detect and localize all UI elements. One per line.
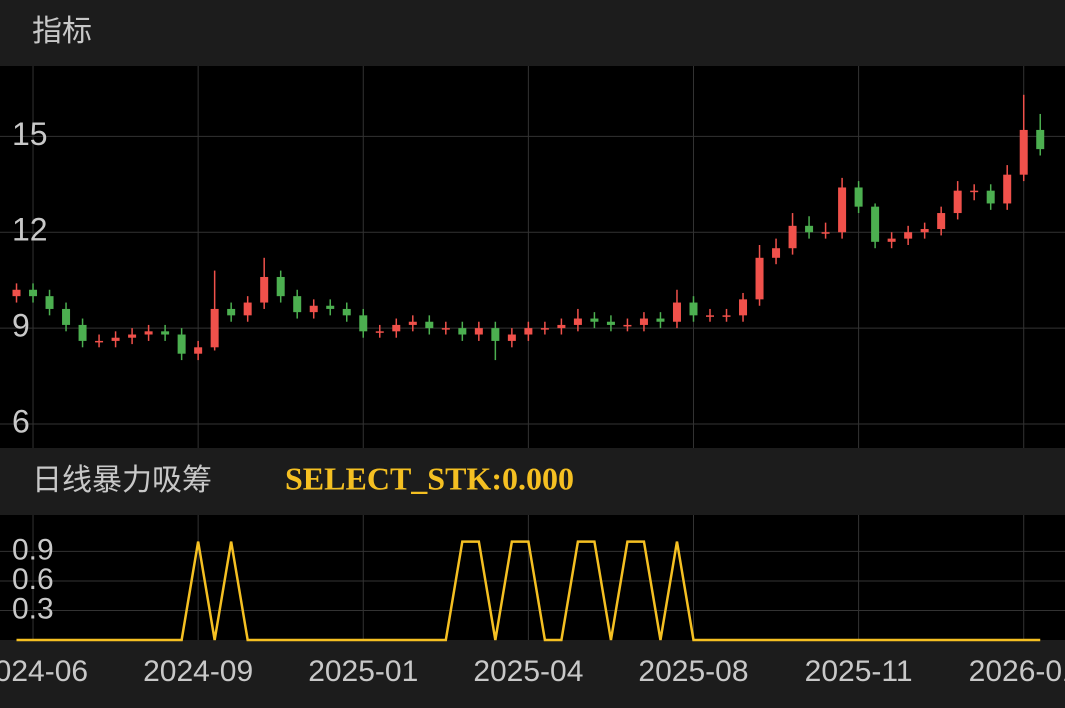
candle-body bbox=[739, 299, 748, 316]
candle-body bbox=[507, 334, 516, 341]
candle-body bbox=[342, 308, 351, 316]
signal-line bbox=[16, 540, 1041, 642]
candle-body bbox=[375, 331, 384, 333]
candle-body bbox=[458, 328, 467, 335]
candle-body bbox=[590, 318, 599, 322]
candle-body bbox=[441, 328, 450, 330]
candle-body bbox=[78, 324, 87, 341]
candle-body bbox=[557, 324, 566, 329]
candle-body bbox=[722, 315, 731, 317]
candle-body bbox=[243, 302, 252, 316]
candle-body bbox=[920, 229, 929, 233]
y-tick-label: 6 bbox=[12, 403, 30, 439]
header-bar bbox=[0, 0, 1065, 66]
y-tick-label: 15 bbox=[12, 116, 48, 152]
candle-body bbox=[111, 337, 120, 341]
candle-body bbox=[854, 187, 863, 207]
x-tick-label: 2024-09 bbox=[143, 655, 253, 688]
candle-body bbox=[805, 225, 814, 233]
candle-body bbox=[161, 331, 170, 335]
x-tick-label: 2026-01 bbox=[969, 655, 1065, 688]
indicator-bar bbox=[0, 448, 1065, 515]
candle-body bbox=[656, 318, 665, 322]
candle-body bbox=[326, 305, 335, 309]
candle-body bbox=[672, 302, 681, 322]
candle-body bbox=[904, 232, 913, 239]
candle-body bbox=[706, 315, 714, 317]
candle-body bbox=[772, 248, 781, 258]
candle-body bbox=[623, 324, 632, 327]
indicator-value: SELECT_STK:0.000 bbox=[285, 460, 574, 496]
candle-body bbox=[128, 334, 137, 338]
main-plot bbox=[0, 66, 1065, 448]
candle-body bbox=[540, 328, 549, 330]
y-tick-label: 0.3 bbox=[12, 592, 54, 625]
candle-body bbox=[491, 328, 500, 341]
x-axis-bar bbox=[0, 640, 1065, 708]
candle-body bbox=[1003, 174, 1012, 204]
candle-body bbox=[1019, 129, 1028, 175]
candle-body bbox=[309, 305, 318, 313]
candle-body bbox=[62, 308, 71, 325]
candle-body bbox=[953, 190, 962, 214]
candle-body bbox=[871, 206, 880, 242]
candle-body bbox=[29, 289, 38, 297]
candle-body bbox=[194, 347, 203, 354]
candle-body bbox=[12, 289, 21, 297]
panel-title: 指标 bbox=[32, 15, 92, 48]
candle-body bbox=[95, 340, 104, 343]
candle-body bbox=[821, 232, 830, 234]
candle-body bbox=[937, 213, 946, 230]
y-tick-label: 0.9 bbox=[12, 533, 54, 566]
candle-body bbox=[838, 187, 847, 233]
candle-body bbox=[45, 296, 54, 309]
candle-body bbox=[392, 324, 401, 332]
candle-body bbox=[788, 225, 797, 249]
x-tick-label: 2025-11 bbox=[805, 655, 913, 688]
candle-body bbox=[1036, 129, 1045, 150]
x-tick-label: 2025-04 bbox=[473, 655, 583, 688]
candle-body bbox=[276, 276, 285, 297]
candle-body bbox=[887, 238, 896, 242]
x-tick-label: 2024-06 bbox=[0, 655, 88, 688]
candle-body bbox=[408, 321, 417, 325]
candle-body bbox=[227, 308, 236, 316]
candle-body bbox=[606, 321, 615, 325]
candle-body bbox=[639, 318, 648, 325]
candle-body bbox=[359, 315, 368, 332]
x-tick-label: 2025-01 bbox=[308, 655, 418, 688]
candle-body bbox=[210, 308, 219, 348]
y-tick-label: 9 bbox=[12, 308, 30, 344]
candle-body bbox=[524, 328, 533, 335]
y-tick-label: 12 bbox=[12, 212, 48, 248]
candle-body bbox=[293, 296, 302, 313]
indicator-title: 日线暴力吸筹 bbox=[32, 464, 212, 497]
y-tick-label: 0.6 bbox=[12, 563, 54, 596]
candle-body bbox=[689, 302, 698, 316]
candle-body bbox=[986, 190, 995, 204]
candle-body bbox=[474, 328, 483, 335]
candle-body bbox=[177, 334, 186, 354]
candle-body bbox=[573, 318, 582, 325]
candle-body bbox=[144, 331, 153, 335]
indicator-plot bbox=[0, 515, 1065, 640]
x-tick-label: 2025-08 bbox=[638, 655, 748, 688]
candle-body bbox=[970, 190, 979, 193]
candle-body bbox=[755, 257, 764, 300]
candle-body bbox=[260, 276, 269, 303]
candle-body bbox=[425, 321, 434, 329]
